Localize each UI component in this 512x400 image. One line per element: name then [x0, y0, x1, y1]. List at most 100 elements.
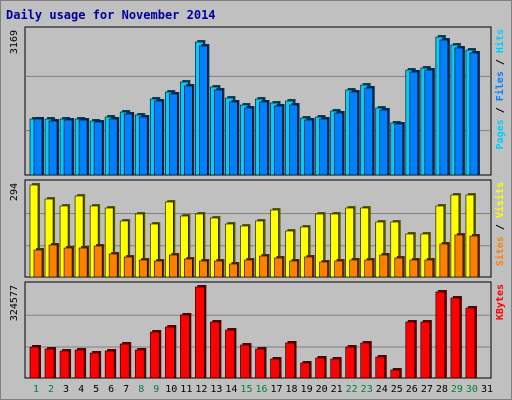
day-label-12: 12: [195, 384, 207, 395]
day-label-5: 5: [93, 384, 99, 395]
legend-part: Hits: [494, 29, 506, 53]
bar-files-day-14: [229, 100, 240, 176]
bar-kbytes-day-19: [300, 361, 312, 379]
chart-title: Daily usage for November 2014: [6, 8, 216, 22]
bar-kbytes-day-11: [180, 313, 192, 379]
y-max-label: 324577: [9, 285, 20, 321]
bar-files-day-25: [394, 122, 405, 176]
bar-files-day-13: [214, 88, 225, 176]
bar-kbytes-day-25: [390, 368, 402, 379]
legend-part: Sites: [494, 236, 506, 266]
bar-files-day-12: [199, 44, 210, 176]
bar-kbytes-day-7: [119, 342, 132, 379]
bar-sites-day-10: [168, 253, 180, 278]
bar-sites-day-24: [379, 253, 390, 278]
day-label-29: 29: [451, 384, 463, 395]
bar-kbytes-day-30: [465, 306, 477, 379]
bar-sites-day-23: [364, 258, 375, 278]
bar-files-day-23: [364, 86, 375, 176]
bar-kbytes-day-29: [450, 296, 462, 379]
bar-kbytes-day-18: [285, 341, 297, 379]
bar-files-day-22: [349, 90, 360, 176]
legend-part: /: [495, 53, 506, 71]
bar-kbytes-day-23: [360, 341, 372, 379]
bar-sites-day-9: [153, 259, 165, 278]
bar-kbytes-day-8: [134, 348, 147, 379]
bar-files-day-29: [454, 46, 465, 176]
bar-files-day-2: [48, 119, 60, 176]
bar-kbytes-day-16: [255, 347, 267, 379]
day-label-4: 4: [78, 384, 84, 395]
bar-files-day-6: [108, 117, 120, 176]
bar-kbytes-day-26: [405, 320, 417, 379]
bar-files-day-24: [379, 108, 390, 176]
day-label-10: 10: [165, 384, 177, 395]
bar-sites-day-11: [184, 257, 195, 278]
bar-kbytes-day-21: [330, 357, 342, 379]
bar-files-day-7: [123, 112, 135, 176]
y-max-label: 294: [9, 183, 20, 201]
bar-sites-day-17: [274, 256, 285, 278]
bar-files-day-15: [244, 106, 255, 176]
bar-kbytes-day-24: [375, 355, 387, 379]
bar-kbytes-day-14: [225, 328, 237, 379]
bar-kbytes-day-6: [104, 349, 117, 379]
bar-sites-day-29: [454, 233, 465, 278]
bar-sites-day-18: [289, 259, 300, 278]
day-label-9: 9: [153, 384, 159, 395]
legend-part: Files: [494, 71, 506, 101]
bar-files-day-20: [319, 117, 330, 176]
bar-kbytes-day-17: [270, 357, 282, 379]
bar-kbytes-day-10: [164, 325, 177, 379]
bar-sites-day-26: [409, 258, 420, 278]
bar-kbytes-day-13: [210, 320, 222, 379]
bar-kbytes-day-5: [89, 351, 102, 379]
bar-sites-day-20: [319, 260, 330, 278]
day-label-28: 28: [436, 384, 448, 395]
bar-kbytes-day-4: [74, 348, 87, 379]
day-label-3: 3: [63, 384, 69, 395]
bar-sites-day-4: [78, 246, 90, 278]
day-label-14: 14: [225, 384, 237, 395]
bar-files-day-30: [469, 51, 480, 176]
legend-part: /: [495, 101, 506, 119]
day-label-13: 13: [210, 384, 222, 395]
legend-bottom: KBytes: [495, 284, 506, 320]
day-label-27: 27: [421, 384, 433, 395]
bar-files-day-4: [78, 118, 90, 176]
bar-files-day-11: [184, 84, 195, 176]
bar-sites-day-1: [33, 248, 44, 278]
day-label-11: 11: [180, 384, 192, 395]
day-label-6: 6: [108, 384, 114, 395]
day-label-8: 8: [138, 384, 144, 395]
bar-kbytes-day-15: [240, 343, 252, 379]
day-label-21: 21: [331, 384, 343, 395]
bar-sites-day-19: [304, 255, 315, 278]
day-label-24: 24: [376, 384, 388, 395]
legend-part: KBytes: [495, 284, 506, 320]
legend-part: Pages: [495, 119, 506, 149]
bar-kbytes-day-12: [195, 285, 207, 379]
day-label-26: 26: [406, 384, 418, 395]
day-axis-labels: 1 2 3 4 5 6 7 8 9 10 11 12 13 14 15 16 17 18 19 20 21 22 23 24 2…: [33, 384, 493, 395]
day-label-31: 31: [481, 384, 493, 395]
bar-kbytes-day-9: [149, 330, 162, 379]
day-label-30: 30: [466, 384, 478, 395]
day-label-23: 23: [361, 384, 373, 395]
day-label-20: 20: [316, 384, 328, 395]
bar-files-day-28: [439, 38, 450, 176]
legend-middle: Sites / Visits: [494, 182, 506, 266]
bar-files-day-18: [289, 103, 300, 176]
day-label-1: 1: [33, 384, 39, 395]
bar-sites-day-28: [439, 242, 450, 278]
bar-sites-day-30: [469, 234, 480, 278]
day-label-2: 2: [48, 384, 54, 395]
legend-top: Pages / Files / Hits: [494, 29, 506, 149]
bar-files-day-16: [259, 100, 270, 176]
chart-panels: 3169 Pages / Files / Hits 294 Sites / Visit…: [9, 26, 506, 379]
bar-sites-day-14: [229, 262, 240, 278]
bar-sites-day-3: [63, 246, 75, 278]
bar-kbytes-day-20: [315, 356, 327, 379]
bar-files-day-21: [334, 111, 345, 176]
